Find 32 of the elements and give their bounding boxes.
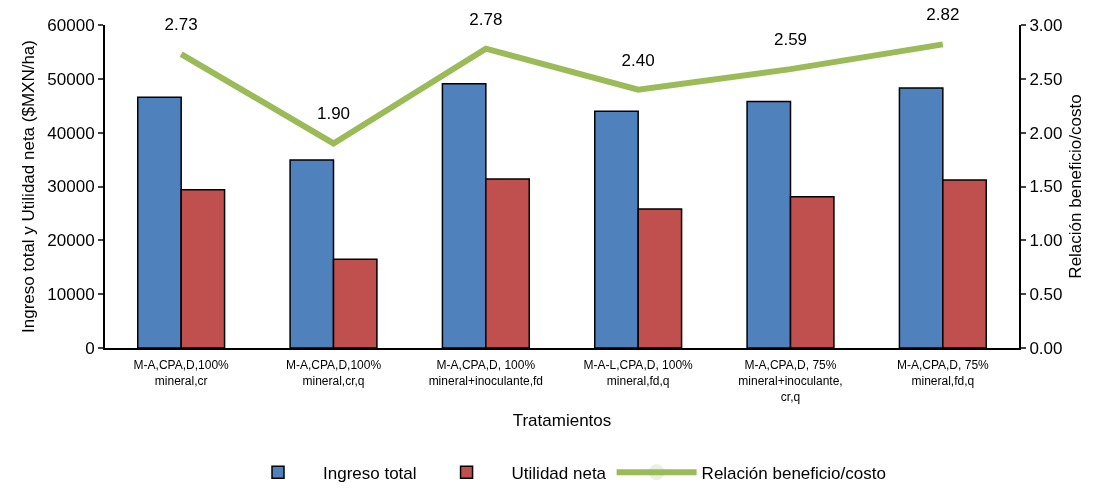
y2-tick-label: 0.50	[1029, 285, 1063, 305]
data-label: 2.73	[164, 15, 198, 35]
y2-tick-label: 2.00	[1029, 123, 1063, 143]
y-tick-label: 40000	[47, 123, 95, 143]
y-axis-title: Ingreso total y Utilidad neta ($MXN/ha)	[19, 40, 39, 333]
y-tick-label: 60000	[47, 15, 95, 35]
data-label: 2.40	[621, 50, 655, 70]
legend-label: Ingreso total	[323, 463, 417, 483]
y2-tick-label: 0.00	[1029, 338, 1063, 358]
legend-label: Utilidad neta	[511, 463, 607, 483]
x-axis-title: Tratamientos	[512, 411, 612, 431]
data-label: 1.90	[316, 104, 351, 124]
x-tick-label: M-A-L,CPA,D, 100% mineral,fd,q	[583, 358, 694, 388]
x-tick-label: M-A,CPA,D,100% mineral,cr	[133, 358, 230, 388]
y2-tick-label: 1.50	[1029, 177, 1063, 197]
data-label: 2.59	[773, 30, 808, 50]
x-tick-label: M-A,CPA,D, 75% mineral+inoculante, cr,q	[738, 358, 843, 404]
y2-tick-label: 3.00	[1029, 15, 1063, 35]
x-tick-label: M-A,CPA,D, 75% mineral,fd,q	[896, 358, 990, 388]
y2-tick-label: 1.00	[1029, 231, 1063, 251]
y2-tick-label: 2.50	[1029, 69, 1063, 89]
data-label: 2.78	[469, 9, 503, 29]
y-tick-label: 30000	[47, 177, 95, 197]
legend-label: Relación beneficio/costo	[701, 463, 886, 483]
x-tick-label: M-A,CPA,D,100% mineral,cr,q	[285, 358, 382, 388]
y-tick-label: 0	[85, 338, 95, 358]
data-label: 2.82	[926, 5, 960, 25]
y-tick-label: 50000	[47, 69, 95, 89]
y-tick-label: 20000	[47, 231, 95, 251]
x-tick-label: M-A,CPA,D, 100% mineral+inoculante,fd	[428, 358, 544, 388]
y-tick-label: 10000	[47, 285, 95, 305]
y2-axis-title: Relación beneficio/costo	[1066, 94, 1086, 279]
